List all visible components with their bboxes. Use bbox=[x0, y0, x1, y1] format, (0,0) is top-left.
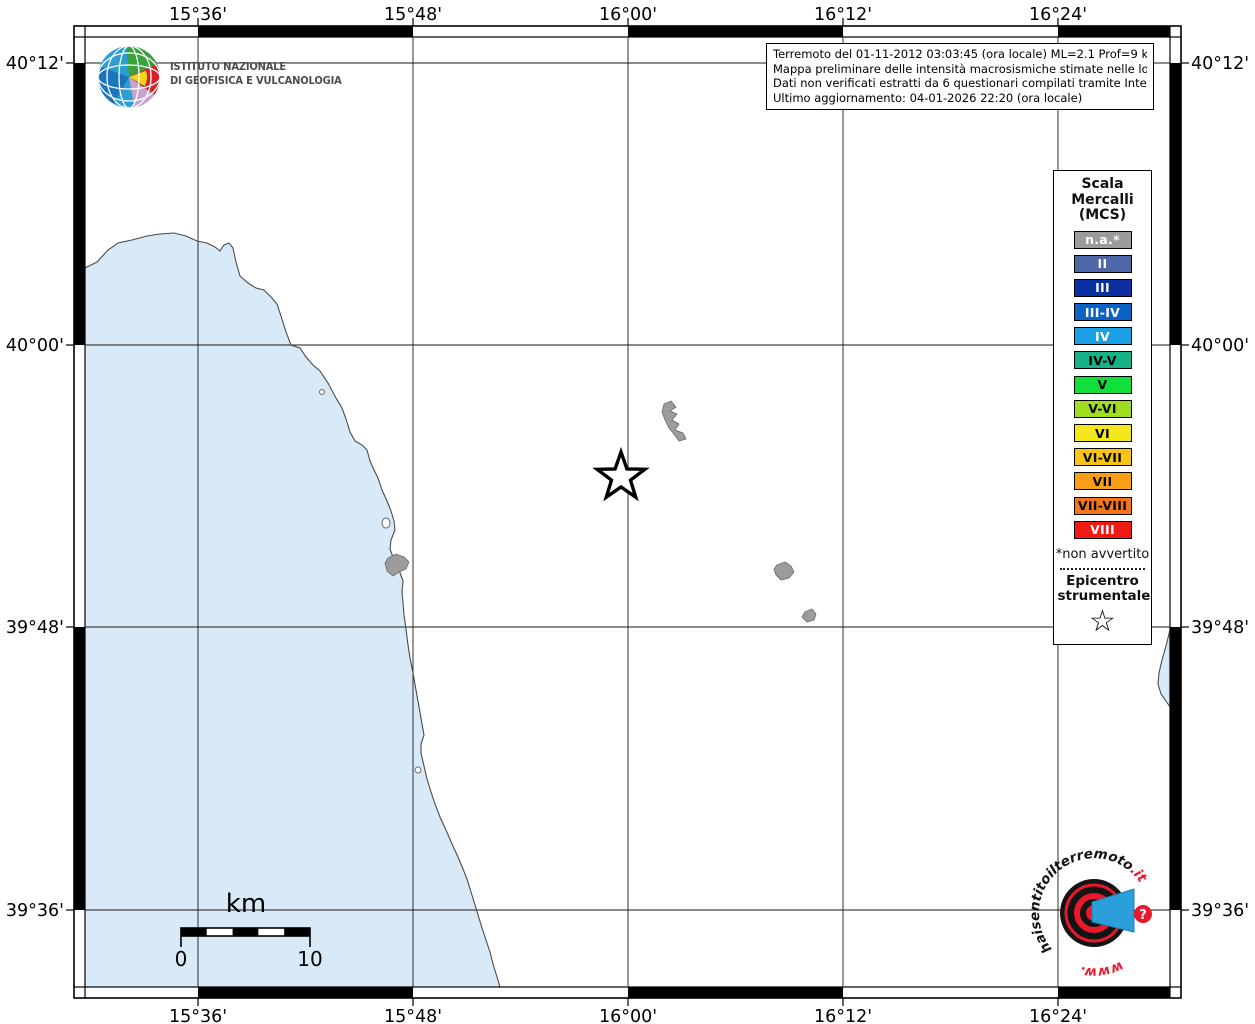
axis-label-left: 39°36' bbox=[6, 901, 64, 921]
frame-band bbox=[1170, 627, 1181, 910]
legend-title-line: Mercalli bbox=[1071, 191, 1134, 208]
legend-chip-iv-v: IV-V bbox=[1073, 351, 1132, 370]
localities-na bbox=[384, 400, 817, 623]
legend-chip-viii: VIII bbox=[1073, 520, 1132, 539]
legend-chip-label: III-IV bbox=[1084, 304, 1121, 320]
legend-chip-label: n.a.* bbox=[1085, 232, 1120, 247]
legend-chip-v-vi: V-VI bbox=[1073, 399, 1132, 418]
locality-polygon bbox=[661, 400, 687, 442]
ingv-name-line2: DI GEOFISICA E VULCANOLOGIA bbox=[170, 73, 342, 87]
legend-chip-vii-viii: VII-VIII bbox=[1073, 496, 1132, 515]
legend-chip-vi-vii: VI-VII bbox=[1073, 448, 1132, 467]
legend-chip-label: IV-V bbox=[1088, 352, 1117, 368]
legend-chip-label: VII-VIII bbox=[1077, 498, 1128, 514]
axis-label-top: 16°00' bbox=[599, 5, 657, 25]
frame-band bbox=[1058, 987, 1170, 998]
locality-polygon bbox=[384, 553, 410, 577]
info-line-event: Terremoto del 01-11-2012 03:03:45 (ora l… bbox=[773, 47, 1147, 61]
info-line-data-source: Dati non verificati estratti da 6 questi… bbox=[773, 76, 1147, 91]
islet bbox=[381, 517, 391, 529]
legend-chip-label: VI bbox=[1095, 425, 1110, 441]
legend-chip-vi: VI bbox=[1073, 424, 1132, 442]
frame-band bbox=[198, 987, 413, 998]
islets bbox=[319, 389, 422, 774]
frame-band bbox=[74, 627, 85, 910]
frame-band bbox=[628, 987, 843, 998]
legend-chip-iii: III bbox=[1073, 278, 1132, 297]
frame-band bbox=[1058, 26, 1170, 37]
mercalli-legend: Scala Mercalli (MCS) n.a.* II III III-IV… bbox=[1053, 170, 1152, 645]
axis-label-bottom: 15°36' bbox=[169, 1007, 227, 1024]
islet bbox=[414, 766, 422, 774]
earthquake-info-box: Terremoto del 01-11-2012 03:03:45 (ora l… bbox=[766, 43, 1154, 111]
sea-east bbox=[1158, 630, 1170, 707]
axis-label-top: 15°48' bbox=[384, 5, 442, 25]
epicenter-star-icon: ☆ bbox=[1089, 603, 1116, 639]
axis-label-left: 39°48' bbox=[6, 618, 64, 638]
ingv-globe-icon bbox=[98, 46, 160, 108]
sea-west bbox=[85, 233, 500, 987]
legend-chip-label: V-VI bbox=[1088, 401, 1117, 417]
frame-band bbox=[1170, 63, 1181, 345]
legend-chips: n.a.* II III III-IV IV IV-V V V-VI VI VI… bbox=[1073, 230, 1132, 545]
axis-label-top: 15°36' bbox=[169, 5, 227, 25]
legend-chip-label: II bbox=[1097, 256, 1108, 272]
legend-footnote: *non avvertito bbox=[1055, 546, 1150, 562]
scale-bar: km 0 10 bbox=[175, 889, 323, 971]
axis-label-bottom: 16°24' bbox=[1029, 1007, 1087, 1024]
legend-chip-iv: IV bbox=[1073, 327, 1132, 346]
locality-polygon bbox=[773, 561, 795, 581]
axis-label-right: 39°36' bbox=[1191, 901, 1249, 921]
axis-labels: 15°36' 15°48' 16°00' 16°12' 16°24' 15°36… bbox=[6, 5, 1249, 1024]
coastline-east bbox=[1157, 629, 1170, 708]
legend-epicenter-title: Epicentro strumentale bbox=[1057, 572, 1151, 604]
map-content: km 0 10 bbox=[85, 37, 1170, 987]
info-line-updated: Ultimo aggiornamento: 04-01-2026 22:20 (… bbox=[773, 90, 1083, 105]
info-line-map-type: Mappa preliminare delle intensità macros… bbox=[773, 61, 1147, 76]
islet bbox=[319, 389, 325, 395]
legend-title-line: Scala bbox=[1081, 176, 1124, 192]
map-frame-bands bbox=[74, 26, 1181, 998]
legend-chip-iii-iv: III-IV bbox=[1073, 303, 1132, 322]
legend-title: Scala Mercalli (MCS) bbox=[1071, 176, 1134, 224]
legend-chip-ii: II bbox=[1073, 254, 1132, 273]
legend-chip-label: VII bbox=[1092, 473, 1113, 489]
legend-chip-label: VI-VII bbox=[1082, 449, 1123, 465]
axis-label-left: 40°00' bbox=[6, 336, 64, 356]
axis-label-bottom: 15°48' bbox=[384, 1007, 442, 1024]
frame-band bbox=[74, 63, 85, 345]
frame-band bbox=[198, 26, 413, 37]
legend-chip-label: III bbox=[1095, 280, 1110, 296]
axis-label-bottom: 16°12' bbox=[814, 1007, 872, 1024]
scale-bar-unit: km bbox=[226, 889, 266, 919]
legend-chip-label: IV bbox=[1095, 328, 1110, 344]
legend-chip-label: V bbox=[1097, 377, 1108, 393]
axis-label-right: 40°12' bbox=[1191, 54, 1249, 74]
frame-inner bbox=[84, 36, 1171, 988]
epicenter-star bbox=[592, 446, 650, 502]
locality-polygon bbox=[801, 608, 817, 623]
scale-bar-end: 10 bbox=[297, 947, 322, 971]
axis-label-right: 40°00' bbox=[1191, 336, 1249, 356]
legend-title-line: (MCS) bbox=[1078, 207, 1127, 223]
ingv-name-line1: ISTITUTO NAZIONALE bbox=[170, 60, 286, 73]
axis-label-right: 39°48' bbox=[1191, 618, 1249, 638]
legend-chip-na: n.a.* bbox=[1073, 230, 1132, 249]
axis-label-left: 40°12' bbox=[6, 54, 64, 74]
scale-bar-start: 0 bbox=[175, 947, 188, 971]
axis-label-top: 16°24' bbox=[1029, 5, 1087, 25]
legend-chip-v: V bbox=[1073, 375, 1132, 394]
frame-band bbox=[628, 26, 843, 37]
legend-chip-vii: VII bbox=[1073, 472, 1132, 491]
axis-ticks bbox=[66, 18, 1189, 1006]
axis-label-bottom: 16°00' bbox=[599, 1007, 657, 1024]
axis-label-top: 16°12' bbox=[814, 5, 872, 25]
coastline-west bbox=[85, 232, 501, 987]
legend-chip-label: VIII bbox=[1090, 522, 1115, 538]
legend-separator bbox=[1059, 567, 1146, 570]
ingv-wordmark: ISTITUTO NAZIONALE DI GEOFISICA E VULCAN… bbox=[170, 60, 342, 87]
